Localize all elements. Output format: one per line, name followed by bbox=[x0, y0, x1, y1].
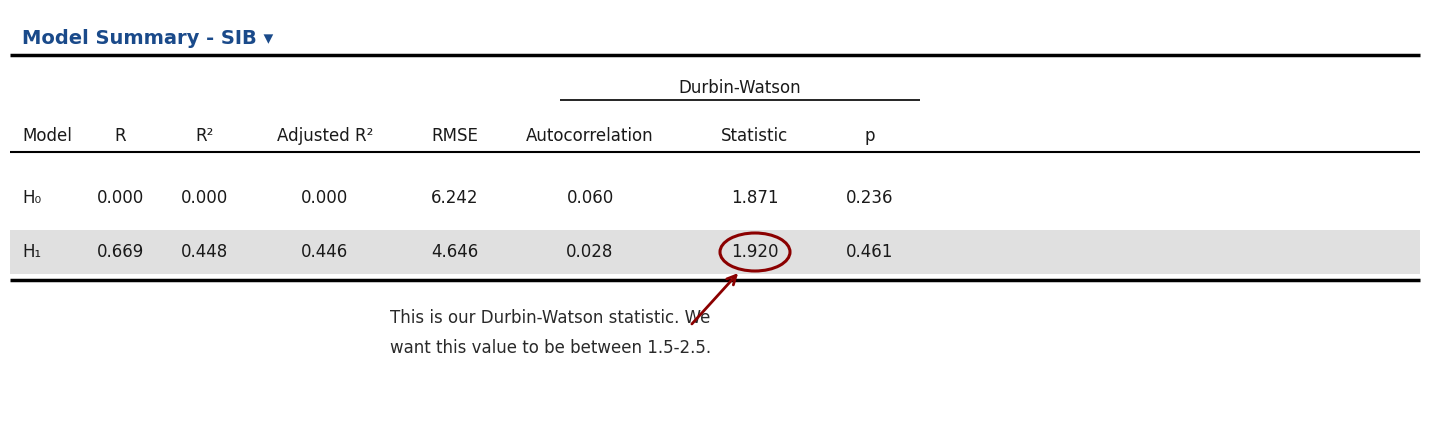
Bar bbox=[10, 176, 1420, 220]
Text: 0.236: 0.236 bbox=[847, 189, 894, 207]
Bar bbox=[10, 230, 1420, 274]
Text: Adjusted R²: Adjusted R² bbox=[277, 127, 373, 145]
Text: 4.646: 4.646 bbox=[432, 243, 479, 261]
Text: 1.871: 1.871 bbox=[731, 189, 779, 207]
Text: 6.242: 6.242 bbox=[432, 189, 479, 207]
Text: RMSE: RMSE bbox=[432, 127, 479, 145]
Text: R: R bbox=[114, 127, 126, 145]
Text: 0.000: 0.000 bbox=[96, 189, 143, 207]
Text: Durbin-Watson: Durbin-Watson bbox=[679, 79, 801, 97]
Text: 0.000: 0.000 bbox=[182, 189, 229, 207]
Text: Model Summary - SIB ▾: Model Summary - SIB ▾ bbox=[21, 28, 273, 47]
Text: 0.060: 0.060 bbox=[566, 189, 613, 207]
Text: 0.446: 0.446 bbox=[302, 243, 349, 261]
Text: H₁: H₁ bbox=[21, 243, 41, 261]
Text: want this value to be between 1.5-2.5.: want this value to be between 1.5-2.5. bbox=[390, 339, 711, 357]
Text: R²: R² bbox=[196, 127, 214, 145]
Text: This is our Durbin-Watson statistic. We: This is our Durbin-Watson statistic. We bbox=[390, 309, 711, 327]
Text: 0.000: 0.000 bbox=[302, 189, 349, 207]
Text: Statistic: Statistic bbox=[721, 127, 788, 145]
Text: 0.461: 0.461 bbox=[847, 243, 894, 261]
Text: 0.028: 0.028 bbox=[566, 243, 613, 261]
Text: H₀: H₀ bbox=[21, 189, 41, 207]
Text: p: p bbox=[865, 127, 875, 145]
Text: 0.448: 0.448 bbox=[182, 243, 229, 261]
Text: Model: Model bbox=[21, 127, 72, 145]
Text: 1.920: 1.920 bbox=[731, 243, 779, 261]
Text: 0.669: 0.669 bbox=[96, 243, 143, 261]
Text: Autocorrelation: Autocorrelation bbox=[526, 127, 654, 145]
